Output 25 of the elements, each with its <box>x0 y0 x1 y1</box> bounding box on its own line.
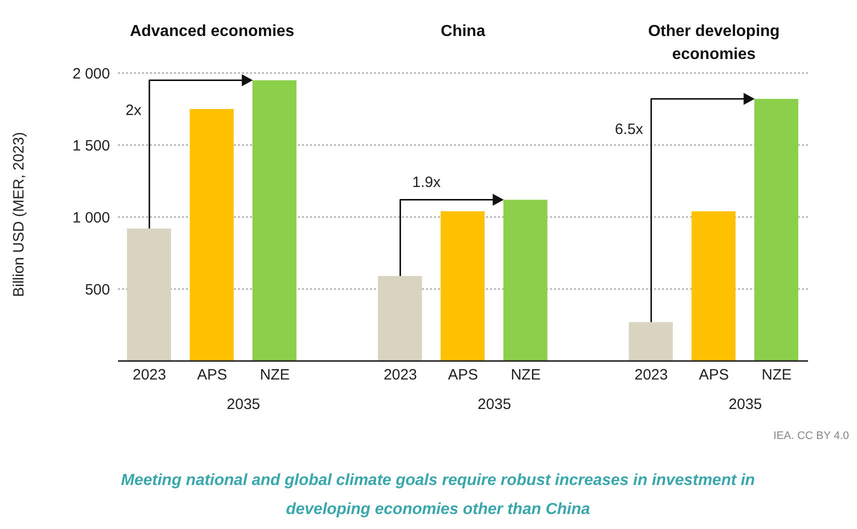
text: IEA. CC BY 4.0 <box>773 430 849 442</box>
x-tick-label: APS <box>448 366 478 384</box>
text: 2035 <box>728 396 763 413</box>
text: Meeting national and global climate goals require robust increases in investment in developing economies other than China <box>120 471 756 520</box>
y-tick-label: 1 000 <box>72 209 110 226</box>
text: 2035 <box>476 396 512 413</box>
y-tick-label: 500 <box>84 281 110 298</box>
x-tick-label: NZE <box>510 366 541 384</box>
x-tick-label: 2023 <box>634 366 668 384</box>
x-tick-label: APS <box>197 366 228 384</box>
text: China <box>440 22 486 42</box>
text: 2035 <box>226 396 262 413</box>
y-tick-label: 1 500 <box>72 137 110 154</box>
x-tick-label: NZE <box>762 366 792 384</box>
text: Advanced economies <box>128 22 296 42</box>
text: Other developing economies <box>647 22 781 65</box>
annotation: 6.5x <box>614 120 644 138</box>
y-axis-title: Billion USD (MER, 2023) <box>10 132 28 297</box>
x-tick-label: NZE <box>260 366 290 384</box>
x-tick-label: 2023 <box>132 366 166 384</box>
annotation: 2x <box>124 102 142 120</box>
x-tick-label: APS <box>698 366 729 384</box>
annotation: 1.9x <box>412 174 441 191</box>
x-tick-label: 2023 <box>384 366 417 384</box>
y-tick-label: 2 000 <box>72 65 110 82</box>
